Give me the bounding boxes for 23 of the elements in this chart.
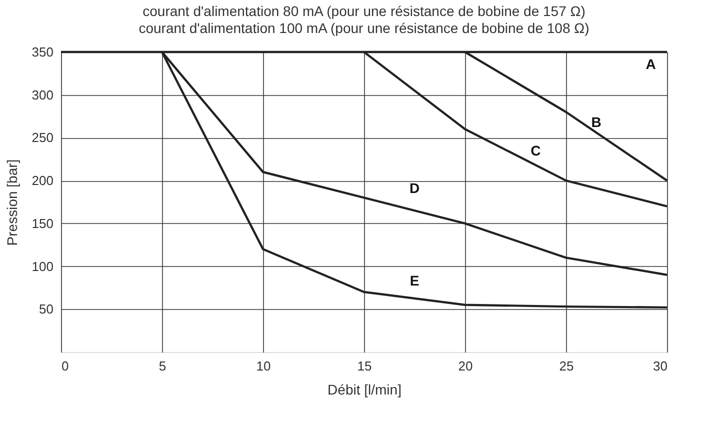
x-tick-label: 0 xyxy=(62,358,69,374)
y-tick-label: 350 xyxy=(32,44,54,60)
series-label: C xyxy=(530,142,541,158)
chart-subtitle: courant d'alimentation 100 mA (pour une résistance de bobine de 108 Ω) xyxy=(138,20,590,36)
y-tick-label: 150 xyxy=(32,216,54,231)
x-tick-label: 25 xyxy=(559,358,574,374)
x-axis-title: Débit [l/min] xyxy=(328,382,402,398)
x-tick-label: 10 xyxy=(256,358,271,374)
series-label: E xyxy=(410,272,420,289)
y-axis-title: Pression [bar] xyxy=(4,159,20,246)
y-tick-label: 250 xyxy=(32,130,54,146)
x-tick-label: 15 xyxy=(357,358,372,374)
series-label: A xyxy=(646,56,656,72)
chart-title: courant d'alimentation 80 mA (pour une résistance de bobine de 157 Ω) xyxy=(142,3,586,19)
x-tick-label: 20 xyxy=(458,358,473,374)
y-tick-label: 200 xyxy=(32,173,54,188)
series-label: B xyxy=(591,114,602,130)
x-tick-label: 30 xyxy=(653,358,668,374)
y-tick-label: 50 xyxy=(39,302,54,317)
x-tick-label: 5 xyxy=(158,358,166,374)
y-tick-label: 300 xyxy=(32,87,54,102)
y-tick-label: 100 xyxy=(32,258,54,274)
series-label: D xyxy=(409,180,420,196)
